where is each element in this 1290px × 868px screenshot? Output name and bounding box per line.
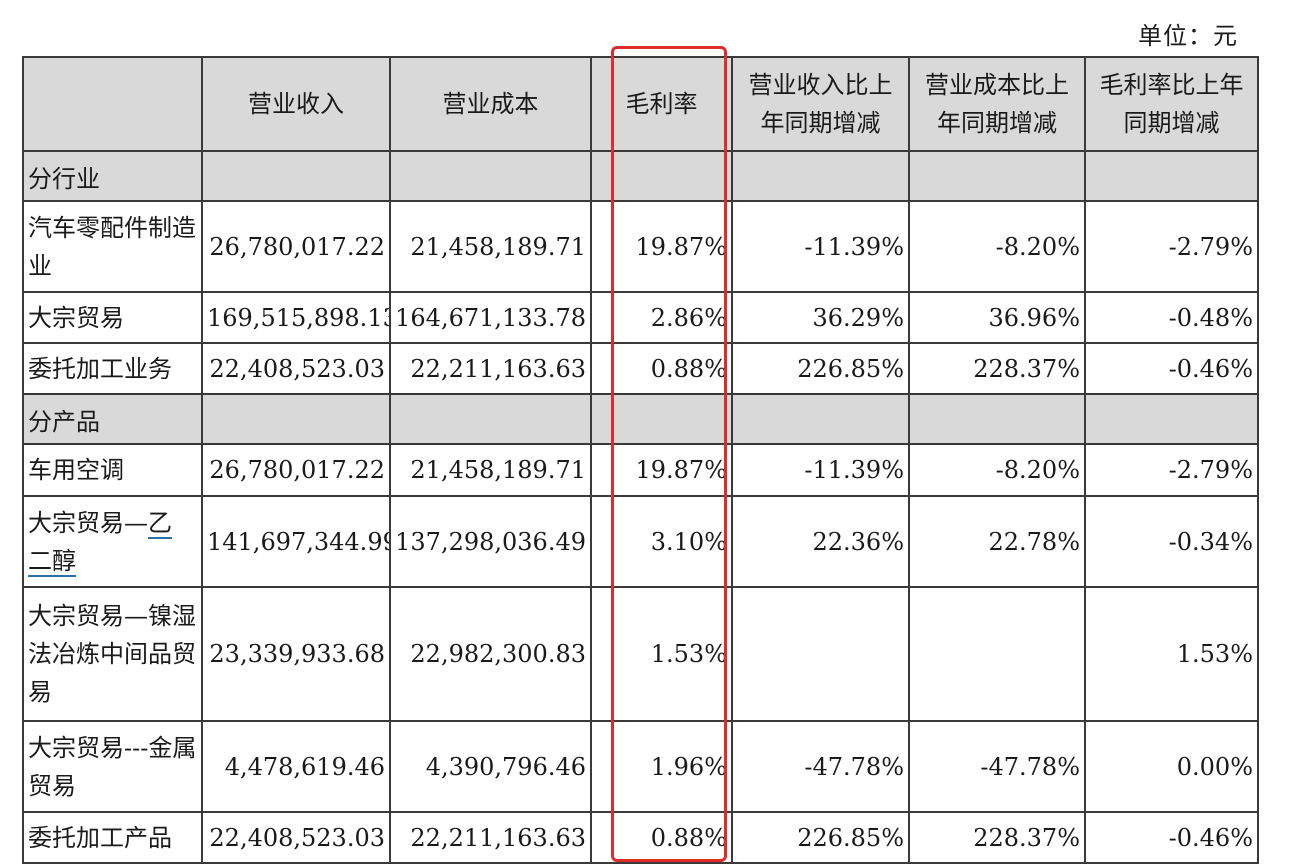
row-name-link: 乙 <box>148 508 172 539</box>
cell-revenue-change <box>731 586 910 722</box>
cell-cost: 22,211,163.63 <box>389 342 592 395</box>
cell-margin: 19.87% <box>590 443 733 497</box>
row-name: 委托加工产品 <box>22 811 203 864</box>
cell-margin-change: -0.46% <box>1084 811 1259 864</box>
table-row: 大宗贸易—乙二醇 141,697,344.99 137,298,036.49 3… <box>22 495 1259 588</box>
row-name-part: 大宗贸易— <box>28 508 148 537</box>
cell-cost-change <box>908 586 1086 722</box>
header-row: 营业收入 营业成本 毛利率 营业收入比上年同期增减 营业成本比上年同期增减 毛利… <box>22 56 1259 152</box>
cell-margin-change: 0.00% <box>1084 720 1259 813</box>
row-name: 大宗贸易—乙二醇 <box>22 495 203 588</box>
cell-revenue: 141,697,344.99 <box>201 495 391 588</box>
cell-revenue-change: -11.39% <box>731 200 910 293</box>
financial-table: 营业收入 营业成本 毛利率 营业收入比上年同期增减 营业成本比上年同期增减 毛利… <box>22 56 1259 864</box>
cell-margin: 1.96% <box>590 720 733 813</box>
cell-cost: 22,211,163.63 <box>389 811 592 864</box>
cell-revenue: 4,478,619.46 <box>201 720 391 813</box>
cell-cost-change: 22.78% <box>908 495 1086 588</box>
row-name: 车用空调 <box>22 443 203 497</box>
cell-cost: 21,458,189.71 <box>389 200 592 293</box>
cell-revenue-change: 226.85% <box>731 342 910 395</box>
cell-cost-change: 36.96% <box>908 291 1086 344</box>
cell-revenue: 23,339,933.68 <box>201 586 391 722</box>
table-row: 委托加工产品 22,408,523.03 22,211,163.63 0.88%… <box>22 811 1259 864</box>
cell-margin: 2.86% <box>590 291 733 344</box>
cell-revenue: 26,780,017.22 <box>201 200 391 293</box>
cell-margin: 0.88% <box>590 342 733 395</box>
table-row: 车用空调 26,780,017.22 21,458,189.71 19.87% … <box>22 443 1259 497</box>
cell-margin-change: -2.79% <box>1084 200 1259 293</box>
cell-revenue-change: -11.39% <box>731 443 910 497</box>
header-cost-change: 营业成本比上年同期增减 <box>908 56 1086 152</box>
section-row-product: 分产品 <box>22 393 1259 445</box>
cell-revenue: 26,780,017.22 <box>201 443 391 497</box>
cell-revenue: 22,408,523.03 <box>201 342 391 395</box>
table-row: 大宗贸易 169,515,898.13 164,671,133.78 2.86%… <box>22 291 1259 344</box>
cell-revenue-change: -47.78% <box>731 720 910 813</box>
section-title: 分行业 <box>22 150 203 202</box>
cell-cost: 21,458,189.71 <box>389 443 592 497</box>
row-name-link: 二醇 <box>28 546 76 577</box>
header-margin: 毛利率 <box>590 56 733 152</box>
table-row: 汽车零配件制造业 26,780,017.22 21,458,189.71 19.… <box>22 200 1259 293</box>
cell-cost-change: 228.37% <box>908 342 1086 395</box>
cell-margin-change: -0.48% <box>1084 291 1259 344</box>
cell-cost-change: -47.78% <box>908 720 1086 813</box>
unit-label: 单位：元 <box>1138 22 1238 50</box>
header-margin-change: 毛利率比上年同期增减 <box>1084 56 1259 152</box>
cell-cost: 4,390,796.46 <box>389 720 592 813</box>
table-row: 大宗贸易---金属贸易 4,478,619.46 4,390,796.46 1.… <box>22 720 1259 813</box>
row-name: 大宗贸易 <box>22 291 203 344</box>
row-name: 委托加工业务 <box>22 342 203 395</box>
section-row-industry: 分行业 <box>22 150 1259 202</box>
cell-margin: 3.10% <box>590 495 733 588</box>
cell-revenue-change: 22.36% <box>731 495 910 588</box>
cell-margin: 19.87% <box>590 200 733 293</box>
cell-cost: 22,982,300.83 <box>389 586 592 722</box>
cell-cost: 164,671,133.78 <box>389 291 592 344</box>
cell-margin-change: -0.46% <box>1084 342 1259 395</box>
cell-revenue-change: 226.85% <box>731 811 910 864</box>
header-revenue: 营业收入 <box>201 56 391 152</box>
cell-cost-change: -8.20% <box>908 200 1086 293</box>
table-row: 委托加工业务 22,408,523.03 22,211,163.63 0.88%… <box>22 342 1259 395</box>
cell-cost-change: 228.37% <box>908 811 1086 864</box>
header-revenue-change: 营业收入比上年同期增减 <box>731 56 910 152</box>
row-name: 大宗贸易—镍湿法冶炼中间品贸易 <box>22 586 203 722</box>
cell-margin-change: 1.53% <box>1084 586 1259 722</box>
cell-margin-change: -0.34% <box>1084 495 1259 588</box>
header-blank <box>22 56 203 152</box>
table-row: 大宗贸易—镍湿法冶炼中间品贸易 23,339,933.68 22,982,300… <box>22 586 1259 722</box>
cell-margin: 0.88% <box>590 811 733 864</box>
row-name: 大宗贸易---金属贸易 <box>22 720 203 813</box>
row-name: 汽车零配件制造业 <box>22 200 203 293</box>
section-title: 分产品 <box>22 393 203 445</box>
cell-margin-change: -2.79% <box>1084 443 1259 497</box>
cell-cost: 137,298,036.49 <box>389 495 592 588</box>
cell-revenue-change: 36.29% <box>731 291 910 344</box>
cell-revenue: 22,408,523.03 <box>201 811 391 864</box>
header-cost: 营业成本 <box>389 56 592 152</box>
cell-margin: 1.53% <box>590 586 733 722</box>
cell-cost-change: -8.20% <box>908 443 1086 497</box>
cell-revenue: 169,515,898.13 <box>201 291 391 344</box>
